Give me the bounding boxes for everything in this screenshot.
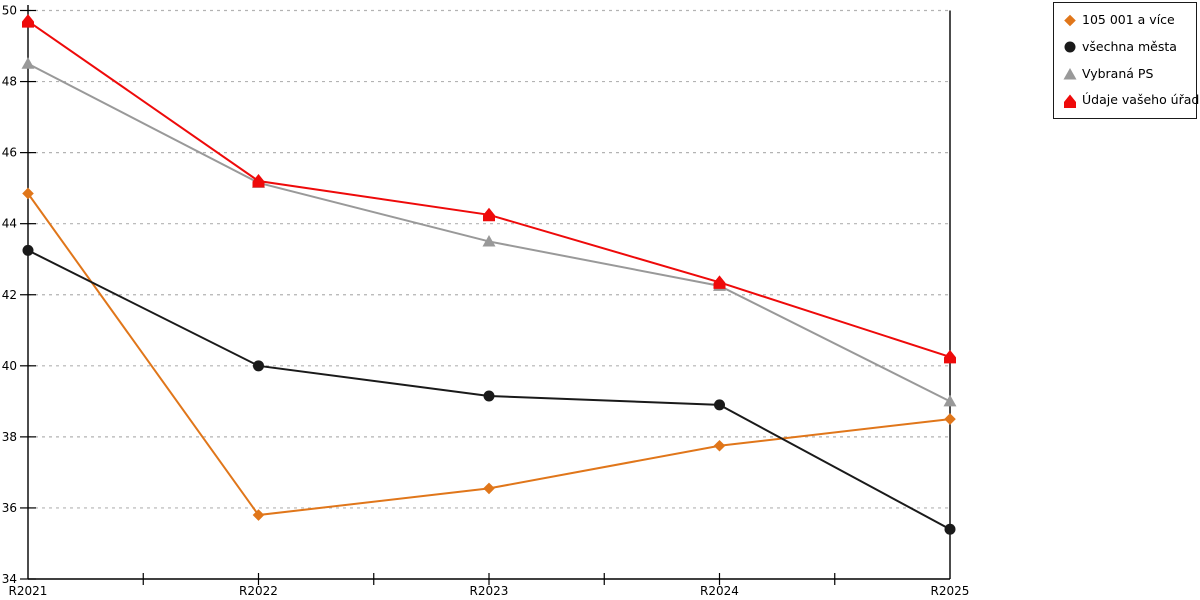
- data-point-circle: [22, 244, 34, 256]
- data-point-triangle: [482, 234, 496, 247]
- chart-legend: 105 001 a více všechna města Vybraná PS Úda…: [1053, 2, 1200, 119]
- x-tick-label: R2024: [700, 584, 739, 598]
- diamond-marker-icon: [1064, 15, 1076, 27]
- triangle-marker-icon: [1063, 67, 1077, 80]
- y-tick-label: 46: [2, 146, 17, 160]
- data-point-diamond: [252, 509, 265, 521]
- data-point-diamond: [944, 413, 956, 425]
- x-tick-label: R2022: [239, 584, 278, 598]
- data-point-diamond: [483, 482, 495, 495]
- y-tick-label: 42: [2, 288, 17, 302]
- y-tick-label: 48: [2, 75, 17, 89]
- data-point-diamond: [713, 439, 726, 452]
- data-point-circle: [483, 390, 495, 402]
- y-tick-label: 40: [2, 359, 17, 373]
- data-point-pentagon: [483, 207, 495, 222]
- x-tick-label: R2025: [931, 584, 970, 598]
- y-tick-label: 50: [2, 4, 17, 18]
- data-point-circle: [944, 523, 956, 535]
- y-tick-label: 36: [2, 501, 17, 515]
- pentagon-marker-icon: [1064, 94, 1076, 108]
- legend-item-2: všechna města: [1063, 40, 1196, 54]
- data-point-pentagon: [252, 174, 265, 188]
- data-point-circle: [253, 360, 264, 372]
- data-point-pentagon: [944, 349, 956, 364]
- legend-item-4: Údaje vašeho úřadu: [1063, 94, 1200, 108]
- y-tick-label: 38: [2, 430, 17, 444]
- data-point-triangle: [21, 57, 35, 69]
- data-point-diamond: [22, 187, 34, 200]
- y-tick-label: 34: [2, 572, 17, 586]
- legend-label: 105 001 a více: [1082, 12, 1175, 28]
- circle-marker-icon: [1064, 41, 1076, 53]
- data-point-triangle: [943, 394, 957, 407]
- legend-item-1: 105 001 a více: [1063, 13, 1196, 27]
- y-tick-label: 44: [2, 217, 17, 231]
- legend-label: Údaje vašeho úřadu: [1082, 92, 1200, 108]
- x-tick-label: R2023: [470, 584, 509, 598]
- series-line-pentagon: [27, 20, 951, 358]
- x-tick-label: R2021: [9, 584, 48, 598]
- series-line-triangle: [27, 62, 951, 403]
- legend-item-3: Vybraná PS: [1063, 67, 1196, 81]
- data-point-pentagon: [22, 14, 34, 28]
- data-point-circle: [714, 399, 725, 411]
- data-point-pentagon: [713, 275, 726, 289]
- legend-label: všechna města: [1082, 38, 1177, 54]
- legend-label: Vybraná PS: [1082, 65, 1154, 81]
